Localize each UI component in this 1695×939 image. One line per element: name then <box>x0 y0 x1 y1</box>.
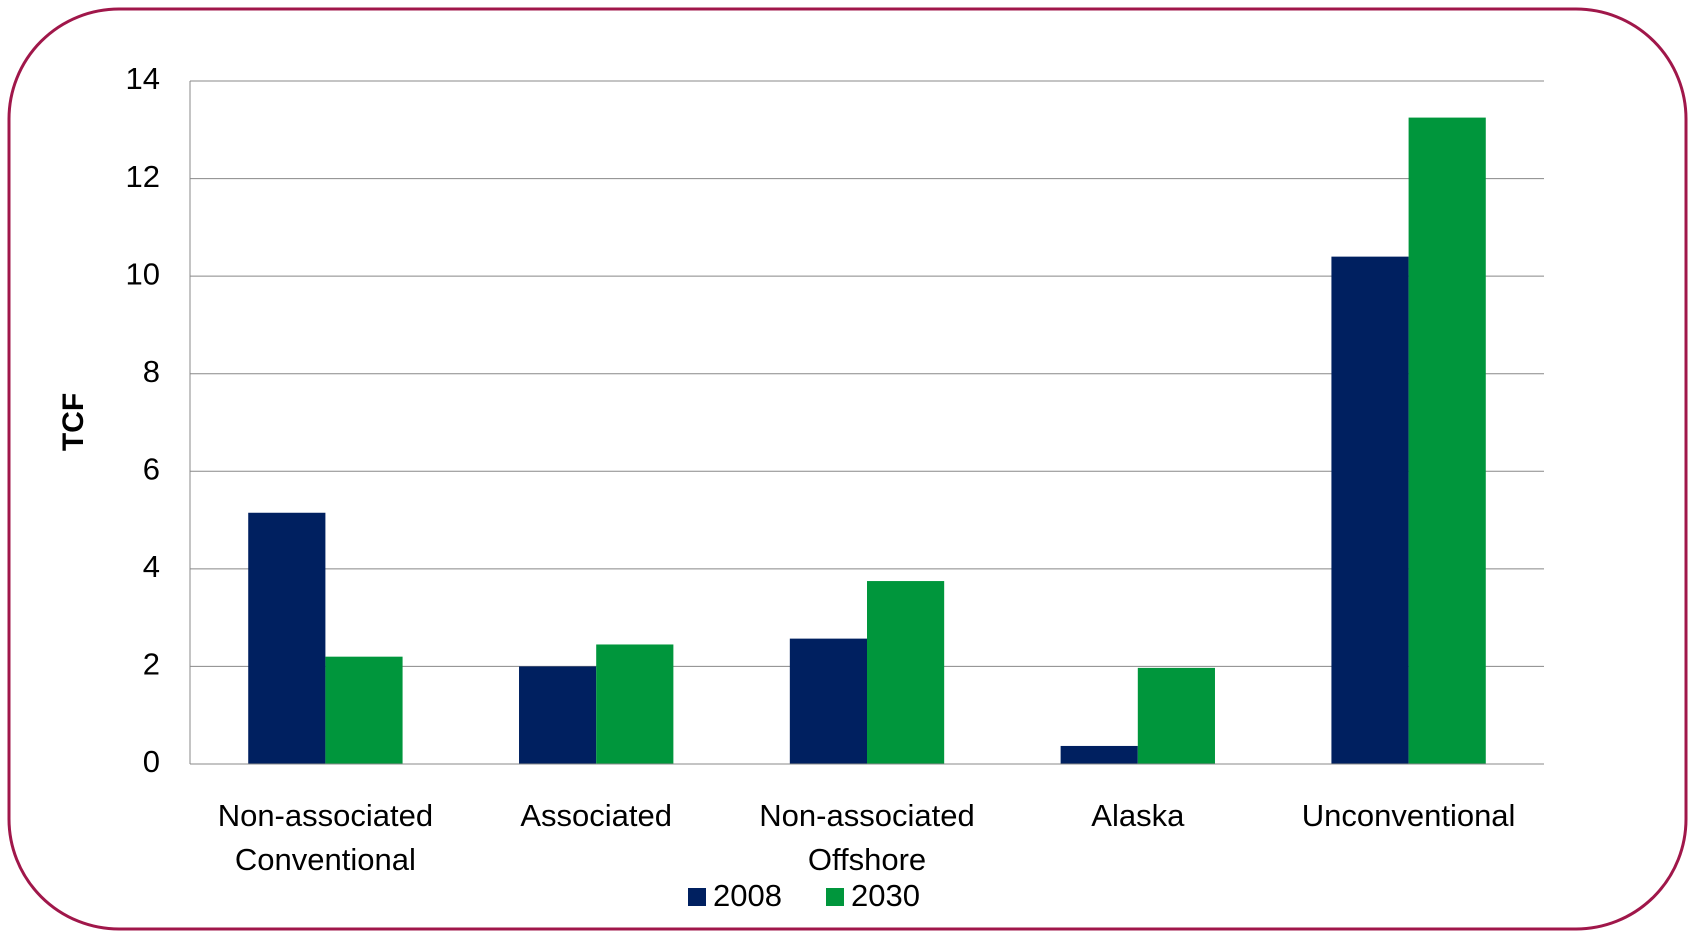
bar <box>325 656 403 764</box>
bar <box>1137 667 1215 764</box>
y-tick-label: 12 <box>126 159 160 194</box>
bar <box>867 581 945 764</box>
y-axis-label: TCF <box>57 393 90 451</box>
bar <box>1331 256 1409 764</box>
y-tick-label: 4 <box>143 549 160 584</box>
legend-label: 2030 <box>851 878 920 913</box>
frame <box>7 7 1688 931</box>
bar <box>596 644 674 764</box>
x-tick-label: Non-associated Offshore <box>759 798 974 877</box>
bar <box>1408 117 1486 764</box>
x-tick-label: Unconventional <box>1302 798 1516 833</box>
legend-swatch <box>826 888 844 906</box>
legend-swatch <box>688 888 706 906</box>
x-tick-label: Alaska <box>1091 798 1185 833</box>
y-tick-label: 8 <box>143 354 160 389</box>
x-tick-label: Non-associated Conventional <box>218 798 433 877</box>
bar <box>789 638 867 764</box>
y-tick-label: 2 <box>143 647 160 682</box>
y-tick-label: 14 <box>126 61 160 96</box>
bar <box>248 512 326 764</box>
y-tick-label: 10 <box>126 256 160 291</box>
x-tick-label: Associated <box>520 798 672 833</box>
bar <box>519 666 597 764</box>
y-tick-label: 0 <box>143 744 160 779</box>
legend-label: 2008 <box>713 878 782 913</box>
bar <box>1060 745 1138 764</box>
y-tick-label: 6 <box>143 451 160 486</box>
